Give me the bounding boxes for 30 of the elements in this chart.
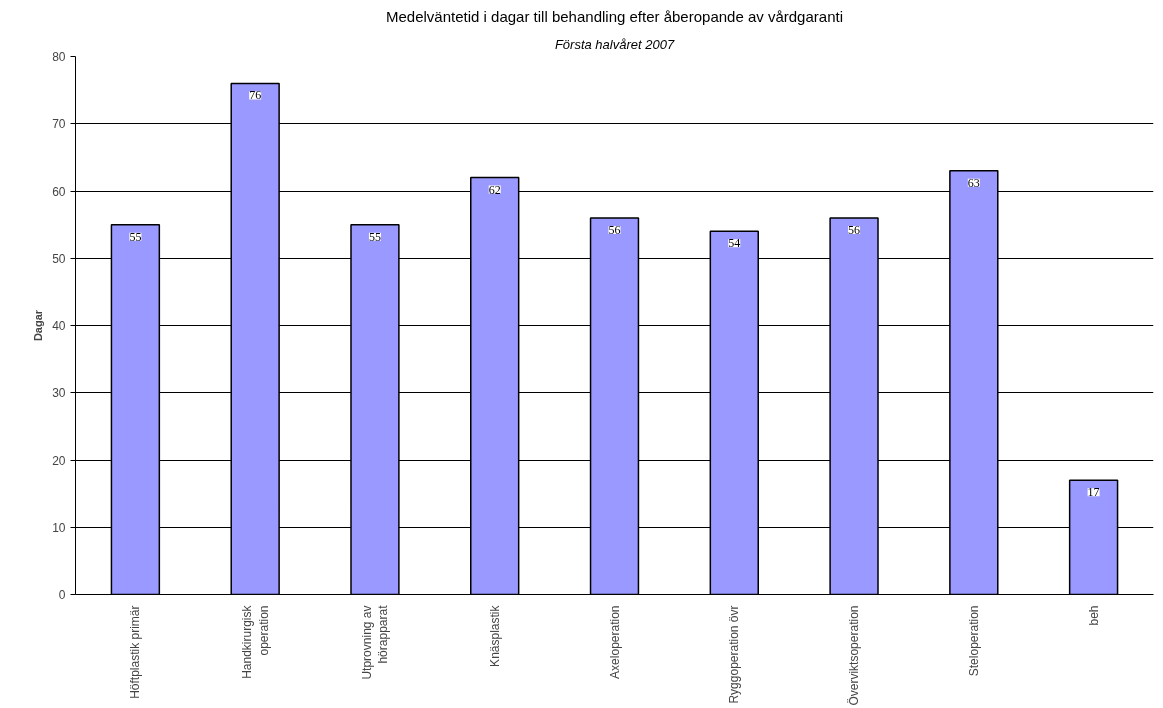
data-label: 55 bbox=[368, 229, 381, 244]
y-tick-label: 80 bbox=[52, 50, 66, 64]
data-label: 56 bbox=[608, 222, 621, 237]
data-label: 55 bbox=[129, 229, 142, 244]
chart-subtitle: Första halvåret 2007 bbox=[554, 36, 675, 52]
x-tick-label: beh bbox=[1086, 605, 1101, 626]
y-tick-label: 0 bbox=[58, 588, 66, 602]
x-tick-label: Knäsplastik bbox=[487, 604, 502, 667]
x-tick-label: Ryggoperation övr bbox=[727, 605, 742, 704]
data-label: 63 bbox=[967, 175, 980, 190]
y-tick-label: 10 bbox=[52, 520, 66, 535]
x-tick-label: Utprovning av hörapparat bbox=[359, 604, 391, 680]
data-label: 56 bbox=[848, 222, 861, 237]
x-tick-label: Handkirurgisk operation bbox=[239, 604, 271, 679]
y-tick-label: 30 bbox=[52, 386, 66, 401]
y-axis-title: Dagar bbox=[32, 309, 45, 342]
data-label: 17 bbox=[1087, 485, 1100, 500]
x-tick-label: Axeloperation bbox=[607, 605, 622, 679]
y-tick-label: 70 bbox=[52, 117, 66, 132]
chart-title: Medelväntetid i dagar till behandling efter åberopande av vårdgaranti bbox=[386, 7, 843, 25]
x-tick-label: Överviktsoperation bbox=[847, 605, 862, 706]
y-tick-label: 40 bbox=[52, 319, 66, 333]
y-tick-label: 20 bbox=[52, 453, 66, 468]
data-label: 76 bbox=[249, 88, 262, 103]
x-tick-label: Steloperation bbox=[966, 605, 981, 677]
data-label: 54 bbox=[728, 236, 741, 251]
x-tick-label: Höftplastik primär bbox=[128, 605, 143, 699]
data-label: 62 bbox=[488, 182, 501, 197]
y-tick-label: 50 bbox=[52, 251, 66, 266]
y-tick-label: 60 bbox=[52, 184, 66, 199]
